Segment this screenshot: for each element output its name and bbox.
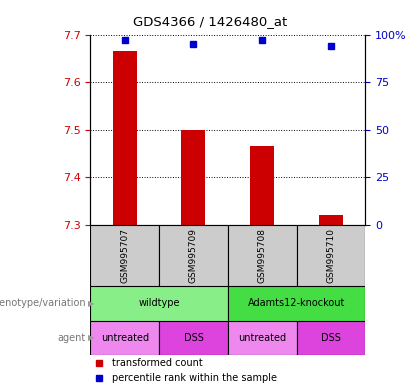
Text: genotype/variation: genotype/variation — [0, 298, 86, 308]
Bar — [228, 225, 297, 286]
Bar — [159, 225, 228, 286]
Bar — [90, 286, 228, 321]
Bar — [297, 225, 365, 286]
Text: transformed count: transformed count — [112, 358, 203, 368]
Text: ▶: ▶ — [88, 333, 95, 343]
Text: untreated: untreated — [238, 333, 286, 343]
Text: ▶: ▶ — [88, 299, 95, 308]
Text: GSM995707: GSM995707 — [120, 228, 129, 283]
Bar — [250, 146, 274, 225]
Text: percentile rank within the sample: percentile rank within the sample — [112, 372, 277, 383]
Bar — [159, 321, 228, 355]
Bar — [228, 286, 365, 321]
Bar — [297, 321, 365, 355]
Bar — [228, 321, 297, 355]
Text: GDS4366 / 1426480_at: GDS4366 / 1426480_at — [133, 15, 287, 28]
Text: wildtype: wildtype — [138, 298, 180, 308]
Text: GSM995708: GSM995708 — [258, 228, 267, 283]
Bar — [319, 215, 343, 225]
Bar — [90, 225, 159, 286]
Bar — [90, 321, 159, 355]
Text: DSS: DSS — [184, 333, 203, 343]
Text: DSS: DSS — [321, 333, 341, 343]
Text: GSM995710: GSM995710 — [326, 228, 336, 283]
Text: untreated: untreated — [101, 333, 149, 343]
Text: GSM995709: GSM995709 — [189, 228, 198, 283]
Text: Adamts12-knockout: Adamts12-knockout — [248, 298, 345, 308]
Text: agent: agent — [58, 333, 86, 343]
Bar — [113, 51, 137, 225]
Bar — [181, 129, 205, 225]
